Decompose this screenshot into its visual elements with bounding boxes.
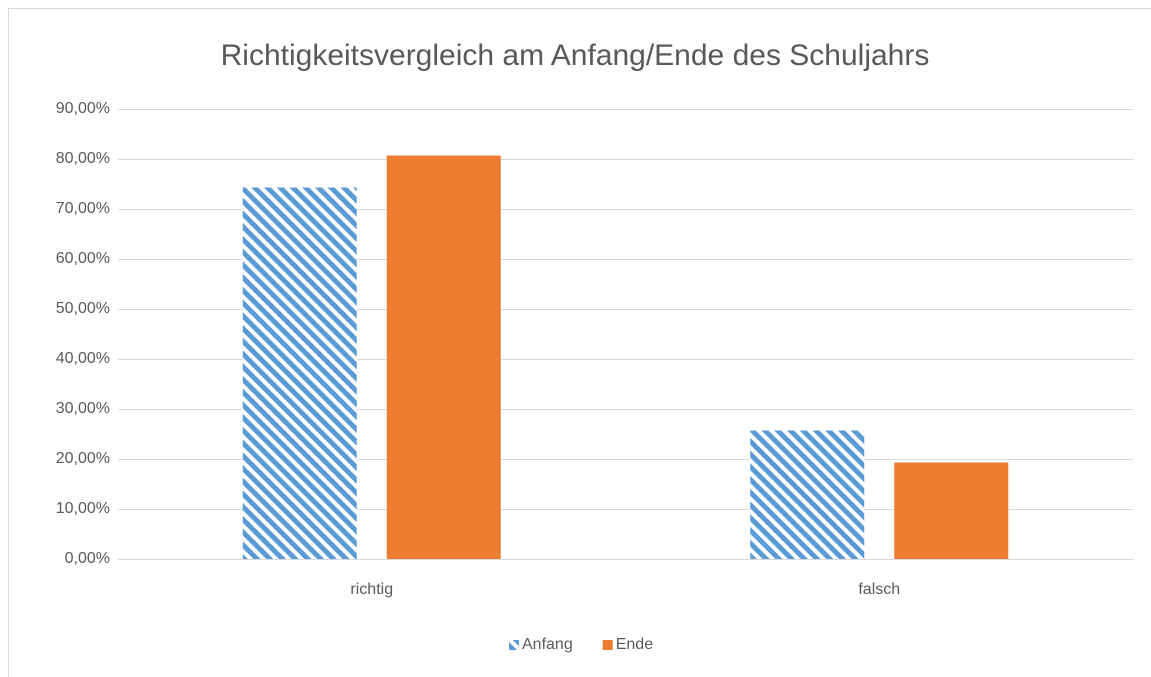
bar bbox=[386, 155, 501, 559]
legend-swatch bbox=[509, 640, 519, 650]
y-tick-label: 20,00% bbox=[56, 450, 110, 467]
y-tick-label: 10,00% bbox=[56, 500, 110, 517]
y-tick-label: 60,00% bbox=[56, 250, 110, 267]
chart-frame bbox=[8, 8, 1151, 677]
y-tick-label: 0,00% bbox=[65, 550, 110, 567]
y-tick-label: 30,00% bbox=[56, 400, 110, 417]
y-tick-label: 90,00% bbox=[56, 100, 110, 117]
y-tick-label: 80,00% bbox=[56, 150, 110, 167]
legend-label: Ende bbox=[616, 636, 653, 653]
y-tick-label: 50,00% bbox=[56, 300, 110, 317]
bar bbox=[242, 187, 357, 559]
bar bbox=[750, 430, 865, 559]
chart-title: Richtigkeitsvergleich am Anfang/Ende des… bbox=[221, 39, 930, 72]
legend-label: Anfang bbox=[522, 636, 573, 653]
y-tick-label: 40,00% bbox=[56, 350, 110, 367]
y-tick-label: 70,00% bbox=[56, 200, 110, 217]
legend-swatch bbox=[602, 640, 613, 650]
bar bbox=[894, 462, 1009, 559]
x-tick-label: richtig bbox=[350, 581, 393, 598]
x-tick-label: falsch bbox=[858, 581, 900, 598]
